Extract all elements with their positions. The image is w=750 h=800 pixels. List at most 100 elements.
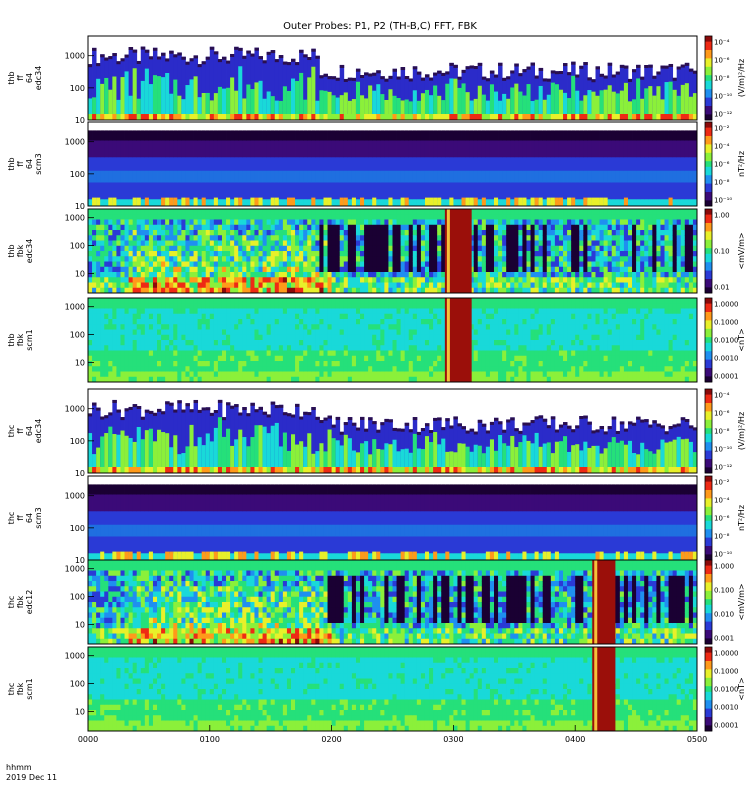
fbk-cell (274, 272, 280, 278)
fbk-cell (347, 219, 353, 226)
fbk-cell (295, 282, 300, 289)
fbk-cell (303, 287, 308, 294)
fft-band (640, 140, 645, 158)
fft-core (347, 100, 353, 114)
fbk-cell (230, 256, 235, 262)
fbk-cell (120, 272, 125, 278)
fbk-cell (636, 256, 641, 262)
fbk-cell (579, 287, 584, 294)
fft-core (672, 89, 678, 114)
fbk-cell (603, 235, 609, 241)
fbk-cell (205, 245, 211, 252)
fft-core (546, 94, 552, 114)
fft-core (92, 97, 97, 114)
fbk-cell (579, 277, 584, 283)
fbk-cell (506, 224, 511, 231)
fbk-cell (424, 287, 430, 294)
fbk-cell (140, 334, 146, 341)
fbk-cell (498, 277, 503, 283)
fbk-cell (148, 355, 154, 362)
fbk-cell (575, 251, 580, 257)
fbk-cell (343, 251, 349, 257)
fft-band (433, 140, 438, 158)
fft-band (522, 140, 527, 158)
fbk-cell (205, 266, 211, 273)
fbk-cell (173, 371, 178, 378)
fbk-cell (96, 371, 101, 378)
colorbar-step (705, 237, 712, 241)
fft-band (632, 182, 637, 200)
fbk-cell (502, 282, 507, 289)
fbk-cell (274, 256, 280, 262)
fbk-cell (538, 235, 544, 241)
fbk-cell (376, 214, 381, 220)
fbk-cell (112, 324, 117, 330)
fft-band (526, 122, 531, 131)
fbk-cell (161, 266, 166, 273)
fft-base (152, 114, 158, 120)
fbk-cell (173, 219, 178, 226)
fft-band (660, 140, 665, 158)
fbk-cell (100, 313, 105, 320)
fbk-cell (108, 350, 113, 357)
fbk-cell (558, 235, 564, 241)
fbk-cell (201, 266, 207, 273)
fft-band (558, 182, 564, 200)
fbk-cell (291, 266, 296, 273)
fft-band (319, 122, 324, 131)
fbk-cell (510, 251, 515, 257)
fbk-cell (112, 355, 117, 362)
fbk-cell (558, 251, 564, 257)
fbk-cell (558, 287, 564, 294)
fbk-cell (469, 282, 475, 289)
fbk-cell (384, 224, 389, 231)
fbk-cell (116, 224, 121, 231)
fft-band (453, 140, 458, 158)
colorbar-step (705, 136, 712, 140)
spectrogram-cells (88, 122, 698, 207)
fft-band (278, 199, 284, 207)
fbk-cell (636, 277, 641, 283)
fbk-cell (242, 319, 247, 325)
fft-band (530, 140, 535, 158)
colorbar-step (705, 69, 712, 73)
fbk-cell (477, 214, 483, 220)
fft-upper-edge (664, 65, 669, 69)
fbk-cell (538, 261, 544, 268)
fft-base (538, 114, 544, 120)
fft-band (473, 66, 479, 114)
fbk-cell (676, 251, 682, 257)
fbk-cell (680, 235, 686, 241)
fbk-cell (161, 209, 166, 215)
fft-core (688, 96, 694, 114)
fbk-cell (173, 303, 178, 309)
fbk-cell (230, 371, 235, 378)
fft-upper-edge (380, 76, 385, 80)
fft-upper-edge (652, 75, 657, 79)
fbk-cell (311, 251, 316, 257)
fbk-cell (485, 282, 491, 289)
fbk-cell (108, 245, 113, 252)
fbk-cell (355, 272, 361, 278)
fft-band (360, 130, 365, 141)
fft-band (100, 140, 105, 158)
colorbar-step (705, 100, 712, 104)
fft-band (632, 122, 637, 131)
fft-upper-edge (656, 71, 661, 75)
fbk-cell (234, 308, 239, 315)
fbk-cell (571, 235, 576, 241)
fbk-cell (189, 266, 194, 273)
fbk-cell (502, 214, 507, 220)
fft-band (278, 140, 284, 158)
fbk-cell (92, 245, 97, 252)
fft-band (339, 157, 345, 172)
fbk-cell (230, 355, 235, 362)
fbk-cell (567, 214, 572, 220)
fft-band (307, 170, 312, 183)
fbk-cell (266, 334, 272, 341)
fft-band (680, 130, 686, 141)
fft-band (286, 170, 292, 183)
fft-band (668, 157, 674, 172)
fbk-cell (120, 366, 125, 372)
colorbar-tick-label: 10⁻¹⁰ (714, 93, 732, 101)
